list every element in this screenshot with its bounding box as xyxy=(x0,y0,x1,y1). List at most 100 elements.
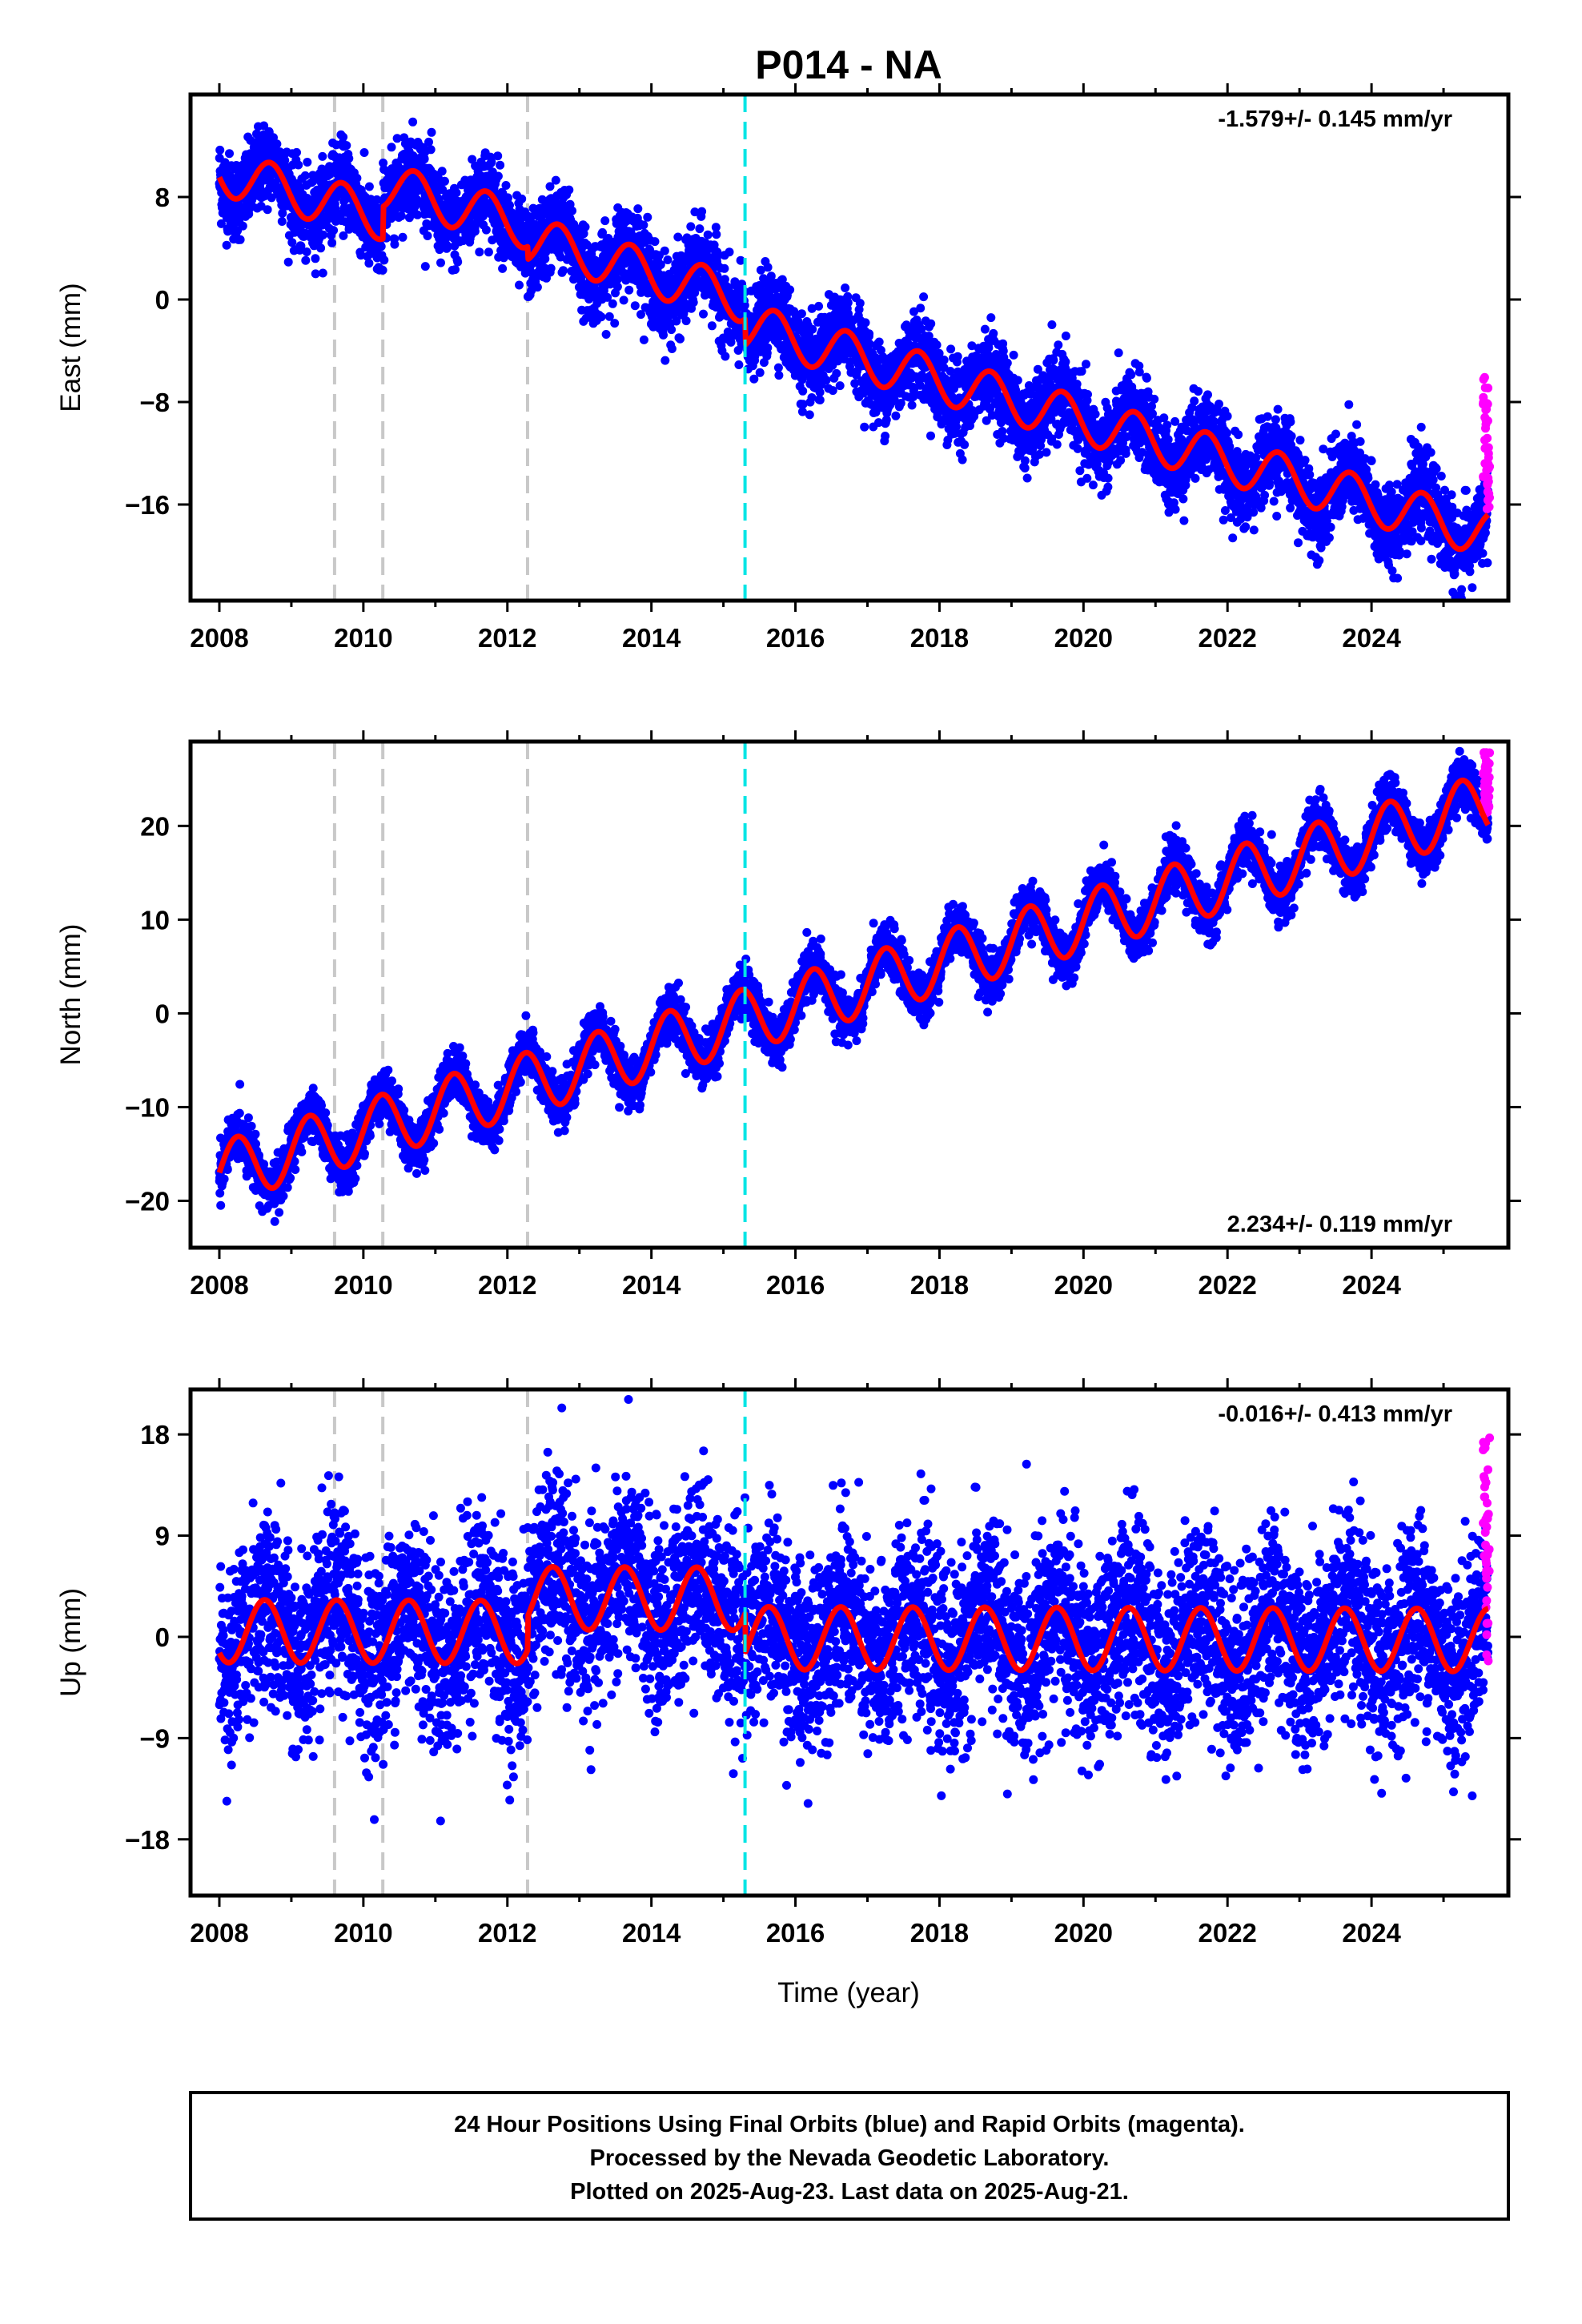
data-point xyxy=(311,254,320,263)
data-point xyxy=(278,208,287,218)
data-point xyxy=(1163,435,1173,444)
data-point xyxy=(501,181,511,190)
data-point xyxy=(835,381,845,391)
data-point xyxy=(379,159,388,167)
data-point xyxy=(1083,390,1092,399)
data-point xyxy=(681,316,691,326)
data-point xyxy=(624,285,634,295)
data-point xyxy=(303,158,312,167)
data-point xyxy=(579,229,588,239)
data-point xyxy=(619,296,628,305)
data-point xyxy=(272,139,282,149)
data-point xyxy=(960,440,970,449)
data-point xyxy=(398,232,408,242)
data-point xyxy=(630,301,640,311)
data-point xyxy=(551,175,560,185)
data-point xyxy=(805,410,814,420)
data-point xyxy=(721,352,730,361)
data-point xyxy=(379,255,389,265)
data-point xyxy=(600,216,610,226)
data-point xyxy=(797,309,806,319)
data-point xyxy=(763,263,773,272)
data-point xyxy=(452,188,461,198)
data-point xyxy=(946,344,956,354)
data-point xyxy=(1042,448,1051,457)
data-point xyxy=(1082,473,1092,483)
data-point xyxy=(919,292,929,302)
data-point xyxy=(1009,350,1018,360)
data-point xyxy=(1088,480,1098,490)
data-point xyxy=(505,200,514,210)
data-point xyxy=(427,127,436,137)
data-point xyxy=(1191,473,1200,483)
data-point xyxy=(755,368,765,377)
data-point xyxy=(601,330,611,339)
data-point xyxy=(252,129,261,139)
data-point xyxy=(408,117,418,127)
data-point xyxy=(648,297,658,307)
data-point xyxy=(610,319,620,328)
data-point xyxy=(620,269,630,279)
data-point xyxy=(697,207,707,216)
data-point xyxy=(517,194,527,203)
data-point xyxy=(650,237,660,247)
data-point xyxy=(352,174,362,183)
data-point xyxy=(843,298,853,308)
data-point xyxy=(235,235,245,244)
data-point xyxy=(636,310,645,320)
data-point xyxy=(660,246,669,255)
data-point xyxy=(420,155,429,164)
data-point xyxy=(329,226,339,235)
data-point xyxy=(1061,332,1070,340)
data-point xyxy=(612,275,622,284)
data-point xyxy=(1020,456,1030,465)
data-point xyxy=(515,280,524,290)
data-point xyxy=(316,243,326,253)
data-point xyxy=(1121,448,1130,458)
data-point xyxy=(1150,394,1159,404)
data-point xyxy=(689,298,698,308)
data-point xyxy=(443,243,452,252)
data-point xyxy=(1142,373,1151,383)
data-point xyxy=(259,121,269,131)
data-point xyxy=(1103,482,1113,492)
data-point xyxy=(659,330,668,340)
data-point xyxy=(1052,440,1062,449)
data-point xyxy=(342,141,351,151)
data-point xyxy=(451,265,460,275)
data-point xyxy=(277,217,287,226)
data-point xyxy=(378,265,387,275)
data-point xyxy=(726,337,736,347)
data-point xyxy=(339,231,348,240)
data-point xyxy=(1061,357,1070,367)
data-point xyxy=(546,263,556,273)
data-point xyxy=(608,299,617,308)
data-point xyxy=(703,230,713,239)
data-point xyxy=(440,176,449,186)
data-point xyxy=(774,371,784,380)
data-point xyxy=(939,356,949,364)
data-point xyxy=(475,247,484,257)
data-point xyxy=(1049,356,1058,365)
data-point xyxy=(564,185,574,195)
data-point xyxy=(487,157,496,167)
data-point xyxy=(390,239,400,249)
data-point xyxy=(1072,380,1082,389)
data-point xyxy=(596,312,606,322)
data-point xyxy=(559,266,568,275)
plot-area xyxy=(215,94,1495,601)
data-point xyxy=(773,363,783,372)
data-point xyxy=(891,411,901,420)
data-point xyxy=(1114,348,1123,358)
data-point xyxy=(292,147,301,157)
data-point xyxy=(984,343,994,352)
data-point xyxy=(470,227,480,236)
data-point xyxy=(301,255,311,265)
data-point xyxy=(423,231,432,240)
data-point xyxy=(785,285,795,295)
data-point xyxy=(498,263,508,273)
data-point xyxy=(294,160,303,170)
data-point xyxy=(832,368,841,378)
data-point xyxy=(364,182,374,191)
data-point xyxy=(580,222,590,231)
